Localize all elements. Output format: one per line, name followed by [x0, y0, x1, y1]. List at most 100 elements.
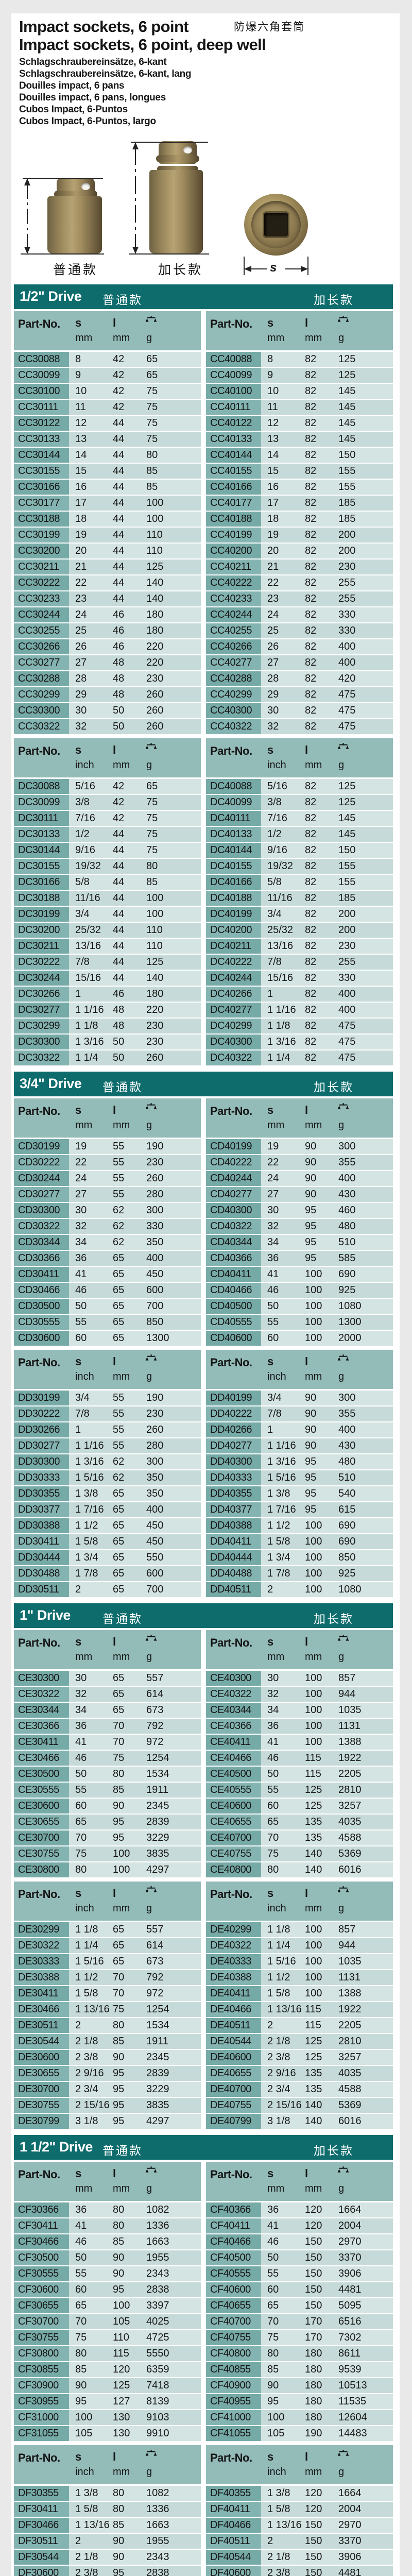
table-row: DE30333 1 5/16 65 673: [14, 1954, 201, 1969]
part-no-header: Part-No.: [18, 1356, 60, 1369]
length-l-cell: 44: [113, 449, 125, 461]
weight-g-cell: 510: [338, 1236, 356, 1248]
part-no-cell: CD40300: [206, 1203, 261, 1218]
part-no-cell: CF40600: [206, 2282, 261, 2297]
table-header: Part-No. s l mm mm g: [206, 1630, 393, 1669]
weight-g-cell: 145: [338, 828, 356, 840]
size-s-cell: 1 1/16: [267, 1004, 296, 1015]
part-no-cell: CC30122: [14, 416, 69, 431]
long-type-label: 加长款: [314, 1612, 354, 1625]
length-l-cell: 82: [305, 876, 317, 888]
size-s-cell: 41: [75, 1268, 87, 1280]
weight-g-cell: 2004: [338, 2503, 362, 2515]
size-s-cell: 2: [267, 2535, 273, 2547]
table-header: Part-No. s l inch mm g: [206, 738, 393, 777]
size-s-cell: 27: [267, 657, 279, 668]
weight-g-cell: 4725: [146, 2332, 169, 2343]
part-no-cell: CF30955: [14, 2394, 69, 2409]
s-column-header: s: [75, 2450, 82, 2463]
length-l-cell: 120: [305, 2220, 322, 2231]
l-unit-label: mm: [113, 332, 130, 344]
length-l-cell: 85: [113, 2236, 125, 2247]
table-row: DC40244 15/16 82 330: [206, 971, 393, 986]
weight-unit-label: g: [146, 1903, 152, 1914]
weight-g-cell: 1336: [146, 2503, 169, 2515]
part-no-cell: DD30300: [14, 1454, 69, 1469]
weight-g-cell: 1955: [146, 2535, 169, 2547]
table-row: DC40099 3/8 82 125: [206, 795, 393, 810]
table-row: CF40700 70 170 6516: [206, 2314, 393, 2329]
part-no-cell: CD40344: [206, 1235, 261, 1250]
table-row: DE40299 1 1/8 100 857: [206, 1922, 393, 1937]
length-l-cell: 44: [113, 892, 125, 904]
part-no-cell: CF30600: [14, 2282, 69, 2297]
weight-g-cell: 430: [338, 1440, 356, 1451]
size-s-cell: 23: [267, 593, 279, 604]
part-no-cell: CF40366: [206, 2202, 261, 2217]
weight-g-cell: 400: [338, 1173, 356, 1184]
size-s-cell: 1 1/2: [267, 1520, 290, 1531]
table-row: CF41055 105 190 14483: [206, 2426, 393, 2441]
length-l-cell: 80: [113, 2220, 125, 2231]
size-s-cell: 46: [75, 1284, 87, 1296]
table-row: DC30299 1 1/8 48 230: [14, 1019, 201, 1033]
table-row: CF40755 75 170 7302: [206, 2330, 393, 2345]
size-s-cell: 75: [75, 1848, 87, 1859]
size-s-cell: 10: [75, 385, 87, 397]
weight-g-cell: 7302: [338, 2332, 362, 2343]
length-l-cell: 65: [113, 1956, 125, 1967]
weight-g-cell: 355: [338, 1157, 356, 1168]
part-no-cell: CC40288: [206, 671, 261, 686]
table-row: CE40755 75 140 5369: [206, 1846, 393, 1861]
length-l-cell: 150: [305, 2252, 322, 2263]
weight-g-cell: 1664: [338, 2487, 362, 2499]
length-l-cell: 44: [113, 972, 125, 984]
length-l-cell: 48: [113, 689, 125, 700]
size-s-cell: 25/32: [267, 924, 294, 936]
product-photos: s 普通款 加长款: [11, 134, 400, 284]
l-column-header: l: [305, 1104, 308, 1116]
weight-g-cell: 3229: [146, 1832, 169, 1843]
table-row: DC30088 5/16 42 65: [14, 779, 201, 794]
s-column-header: s: [75, 1887, 82, 1900]
part-no-header: Part-No.: [210, 1105, 252, 1117]
weight-g-cell: 125: [146, 956, 164, 968]
part-no-cell: CD40466: [206, 1283, 261, 1298]
weight-g-cell: 260: [146, 689, 164, 700]
weight-g-cell: 3257: [338, 1800, 362, 1811]
size-s-cell: 60: [75, 1800, 87, 1811]
s-column-header: s: [267, 1355, 274, 1368]
parts-table-deep-well: Part-No. s l mm mm g CE40300 30 100 857 CE40322 32 1…: [206, 1630, 393, 1878]
part-no-cell: DE30755: [14, 2098, 69, 2113]
table-row: DE40544 2 1/8 125 2810: [206, 2034, 393, 2049]
part-no-cell: CE30344: [14, 1703, 69, 1718]
table-header: Part-No. s l mm mm g: [14, 311, 201, 350]
part-no-cell: DC30300: [14, 1035, 69, 1049]
weight-g-cell: 3257: [338, 2052, 362, 2063]
part-no-cell: DD30333: [14, 1470, 69, 1485]
size-s-cell: 3 1/8: [75, 2115, 98, 2127]
length-l-cell: 130: [113, 2412, 130, 2423]
table-row: DF40355 1 3/8 120 1664: [206, 2486, 393, 2501]
weight-g-cell: 110: [146, 924, 163, 936]
weight-g-cell: 185: [338, 513, 356, 524]
part-no-cell: DC30277: [14, 1003, 69, 1018]
table-row: DC30300 1 3/16 50 230: [14, 1035, 201, 1049]
size-s-cell: 1 3/16: [75, 1456, 104, 1467]
balance-scale-icon: [140, 311, 201, 332]
weight-g-cell: 150: [338, 844, 356, 856]
size-s-cell: 1 7/16: [75, 1504, 104, 1515]
weight-g-cell: 2343: [146, 2268, 169, 2279]
length-l-cell: 180: [305, 2380, 322, 2391]
s-unit-label: mm: [267, 1120, 285, 1131]
weight-g-cell: 75: [146, 385, 158, 397]
length-l-cell: 44: [113, 828, 125, 840]
length-l-cell: 82: [305, 972, 317, 984]
part-no-cell: DC30199: [14, 907, 69, 922]
length-l-cell: 70: [113, 1736, 125, 1748]
table-row: DC40277 1 1/16 82 400: [206, 1003, 393, 1018]
part-no-cell: CE40411: [206, 1735, 261, 1750]
weight-g-cell: 260: [146, 1052, 164, 1063]
part-no-cell: CF30655: [14, 2298, 69, 2313]
length-l-cell: 82: [305, 860, 317, 872]
